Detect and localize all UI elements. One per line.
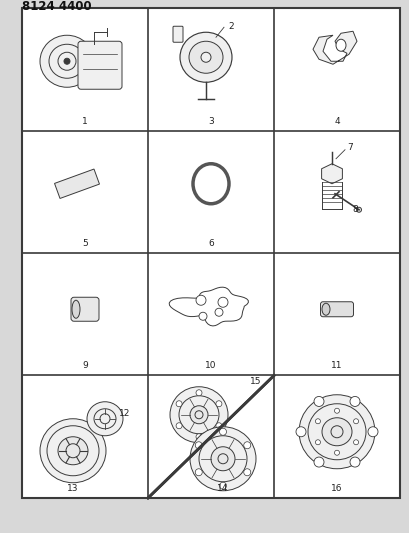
Ellipse shape xyxy=(335,39,345,51)
Ellipse shape xyxy=(175,423,182,429)
FancyBboxPatch shape xyxy=(320,302,353,317)
Ellipse shape xyxy=(243,442,250,449)
Text: 8124 4400: 8124 4400 xyxy=(22,0,91,13)
Ellipse shape xyxy=(295,427,305,437)
Ellipse shape xyxy=(313,397,323,407)
Ellipse shape xyxy=(211,447,234,471)
FancyBboxPatch shape xyxy=(71,297,99,321)
Text: 13: 13 xyxy=(67,484,79,493)
Ellipse shape xyxy=(321,418,351,446)
Ellipse shape xyxy=(189,41,222,73)
FancyBboxPatch shape xyxy=(173,26,182,42)
Ellipse shape xyxy=(195,469,202,476)
Text: 6: 6 xyxy=(208,239,213,248)
Ellipse shape xyxy=(216,423,221,429)
Ellipse shape xyxy=(175,401,182,407)
Text: 4: 4 xyxy=(333,117,339,125)
Ellipse shape xyxy=(40,35,94,87)
Ellipse shape xyxy=(367,427,377,437)
Ellipse shape xyxy=(243,469,250,476)
Ellipse shape xyxy=(321,303,329,315)
Ellipse shape xyxy=(180,33,231,82)
Ellipse shape xyxy=(216,401,221,407)
Polygon shape xyxy=(321,164,342,184)
Ellipse shape xyxy=(218,297,227,307)
Ellipse shape xyxy=(170,387,227,443)
Text: 9: 9 xyxy=(82,361,88,370)
Text: 12: 12 xyxy=(119,409,130,418)
Text: 7: 7 xyxy=(346,143,352,152)
Ellipse shape xyxy=(334,450,339,455)
Text: 15: 15 xyxy=(249,376,261,385)
Ellipse shape xyxy=(349,397,359,407)
Ellipse shape xyxy=(200,52,211,62)
Text: 1: 1 xyxy=(82,117,88,125)
Ellipse shape xyxy=(353,419,358,424)
Text: 8: 8 xyxy=(351,205,357,214)
Text: 5: 5 xyxy=(82,239,88,248)
Ellipse shape xyxy=(219,482,226,489)
Text: 3: 3 xyxy=(208,117,213,125)
Polygon shape xyxy=(54,169,99,198)
Ellipse shape xyxy=(196,434,202,440)
Ellipse shape xyxy=(315,440,320,445)
Text: 14: 14 xyxy=(217,484,228,493)
Ellipse shape xyxy=(353,440,358,445)
Ellipse shape xyxy=(64,58,70,64)
Ellipse shape xyxy=(189,406,207,424)
Ellipse shape xyxy=(40,419,106,483)
Ellipse shape xyxy=(298,395,374,469)
Ellipse shape xyxy=(58,437,88,465)
Text: 16: 16 xyxy=(330,484,342,493)
Ellipse shape xyxy=(72,300,80,318)
Ellipse shape xyxy=(356,207,361,212)
Ellipse shape xyxy=(349,457,359,467)
Text: 11: 11 xyxy=(330,361,342,370)
Ellipse shape xyxy=(196,390,202,395)
Text: 10: 10 xyxy=(205,361,216,370)
Ellipse shape xyxy=(219,428,226,435)
Ellipse shape xyxy=(195,442,202,449)
Ellipse shape xyxy=(198,312,207,320)
Ellipse shape xyxy=(334,408,339,413)
Ellipse shape xyxy=(189,427,255,491)
Polygon shape xyxy=(312,31,356,64)
Text: 2: 2 xyxy=(227,22,233,31)
FancyBboxPatch shape xyxy=(78,41,122,89)
Ellipse shape xyxy=(196,295,205,305)
Ellipse shape xyxy=(315,419,320,424)
Ellipse shape xyxy=(313,457,323,467)
Ellipse shape xyxy=(87,402,123,436)
Ellipse shape xyxy=(214,308,222,316)
